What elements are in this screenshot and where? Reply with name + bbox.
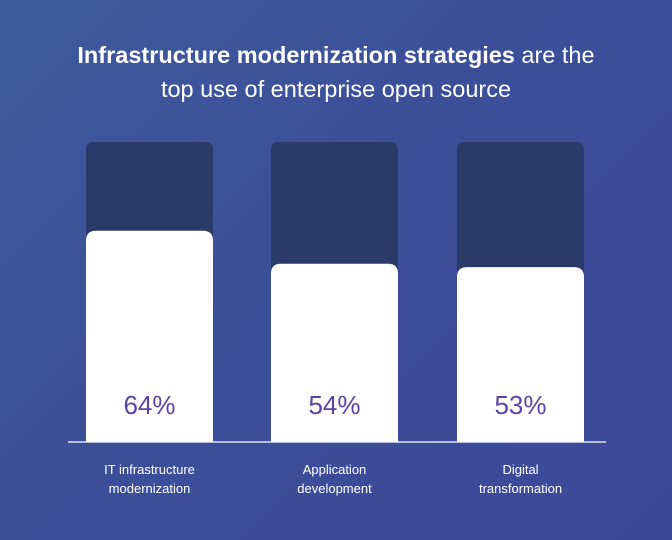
category-label-1-line-2: modernization — [109, 481, 191, 496]
bar-group: 64% 54% 53% — [86, 142, 584, 442]
category-label-group: IT infrastructure modernization Applicatio… — [104, 462, 562, 496]
chart-title-rest: are the — [514, 42, 595, 68]
chart-title: Infrastructure modernization strategies … — [0, 38, 672, 106]
category-label-1-line-1: IT infrastructure — [104, 462, 195, 477]
category-label-3-line-1: Digital — [502, 462, 538, 477]
bar-2 — [271, 263, 398, 442]
category-label-3-line-2: transformation — [479, 481, 562, 496]
chart-title-line-1: Infrastructure modernization strategies … — [0, 38, 672, 72]
value-label-2: 54% — [308, 390, 360, 420]
value-label-1: 64% — [123, 390, 175, 420]
chart-title-emphasis: Infrastructure modernization strategies — [77, 42, 515, 68]
category-label-2-line-1: Application — [303, 462, 367, 477]
value-label-3: 53% — [494, 390, 546, 420]
chart-title-line-2: top use of enterprise open source — [160, 76, 512, 102]
bar-3 — [457, 267, 584, 442]
bar-1 — [86, 230, 213, 442]
category-label-2-line-2: development — [297, 481, 372, 496]
